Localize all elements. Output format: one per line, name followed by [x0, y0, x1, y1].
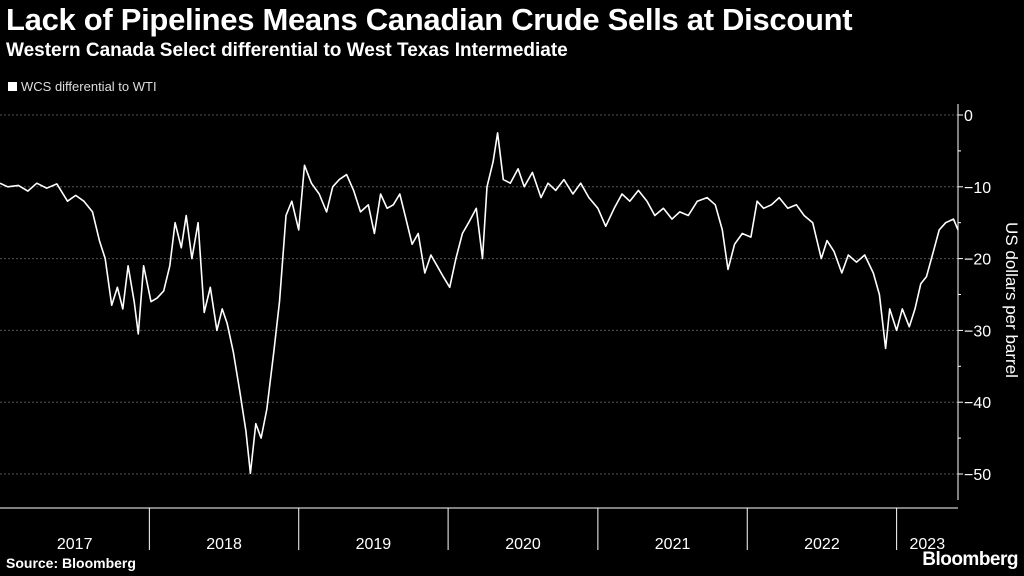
y-axis: 0 −10 −20 −30 −40 −50 [957, 104, 991, 500]
y-tick-label: −20 [964, 252, 991, 269]
x-tick-label: 2022 [804, 536, 840, 553]
grid-lines [0, 114, 958, 475]
y-tick-label: −30 [964, 323, 991, 340]
y-tick-label: 0 [964, 108, 973, 125]
legend-label: WCS differential to WTI [21, 79, 157, 94]
series-line-wcs [0, 132, 959, 475]
x-tick-label: 2019 [356, 536, 392, 553]
legend: WCS differential to WTI [8, 79, 157, 94]
x-tick-label: 2021 [655, 536, 691, 553]
legend-swatch [8, 82, 17, 91]
x-axis: 2017 2018 2019 2020 2021 2022 2023 [0, 507, 958, 553]
x-tick-label: 2023 [910, 536, 946, 553]
y-tick-label: −50 [964, 467, 991, 484]
x-tick-label: 2018 [206, 536, 242, 553]
chart-title: Lack of Pipelines Means Canadian Crude S… [6, 2, 853, 37]
y-tick-label: −40 [964, 395, 991, 412]
chart-subtitle: Western Canada Select differential to We… [6, 40, 568, 61]
source-note: Source: Bloomberg [6, 555, 136, 571]
y-tick-label: −10 [964, 180, 991, 197]
bloomberg-logo: Bloomberg [922, 549, 1018, 570]
x-tick-label: 2020 [505, 536, 541, 553]
x-tick-label: 2017 [57, 536, 93, 553]
y-axis-label: US dollars per barrel [1002, 222, 1021, 378]
